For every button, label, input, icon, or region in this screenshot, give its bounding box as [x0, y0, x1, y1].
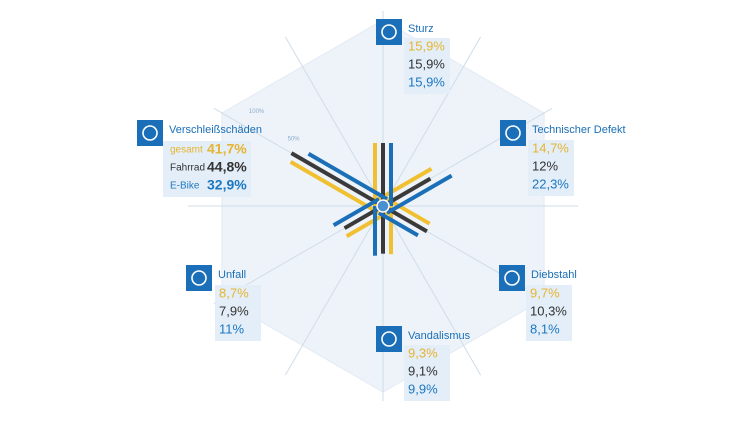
category-icon — [376, 19, 402, 45]
category-label: Vandalismus — [408, 330, 471, 342]
value-label: 10,3% — [530, 303, 567, 318]
category-icon — [186, 265, 212, 291]
value-label: 12% — [532, 158, 558, 173]
value-box — [215, 285, 261, 341]
value-label: 9,3% — [408, 345, 438, 360]
bar — [290, 151, 384, 208]
legend-entry: Fahrrad — [170, 163, 205, 174]
category-label: Sturz — [408, 23, 434, 35]
category-icon — [137, 120, 163, 146]
value-label: 8,7% — [219, 285, 249, 300]
bar — [385, 197, 431, 226]
icon-glyph — [504, 270, 520, 286]
category-label: Verschleißschäden — [169, 124, 262, 136]
value-label: 8,1% — [530, 321, 560, 336]
r-tick-label: 50% — [288, 137, 301, 143]
center-dot — [376, 199, 390, 213]
icon-glyph — [191, 270, 207, 286]
icon-glyph — [142, 125, 158, 141]
spoke — [284, 36, 384, 207]
value-label: 15,9% — [408, 74, 445, 89]
value-label: 32,9% — [207, 177, 247, 193]
value-label: 22,3% — [532, 176, 569, 191]
bar — [332, 197, 381, 228]
value-box — [404, 38, 450, 94]
legend-entry: E-Bike — [170, 181, 200, 192]
category-icon — [500, 120, 526, 146]
value-label: 9,9% — [408, 381, 438, 396]
legend-entry: gesamt — [170, 145, 203, 156]
icon-glyph — [381, 331, 397, 347]
bar — [385, 173, 453, 215]
value-label: 14,7% — [532, 140, 569, 155]
bar — [289, 160, 381, 215]
category-icon — [376, 326, 402, 352]
value-box — [528, 140, 574, 196]
value-label: 15,9% — [408, 38, 445, 53]
category-label: Technischer Defekt — [532, 124, 626, 136]
value-label: 7,9% — [219, 303, 249, 318]
bar — [378, 167, 433, 201]
category-label: Unfall — [218, 269, 246, 281]
spoke — [284, 205, 384, 376]
category-label: Diebstahl — [531, 269, 577, 281]
value-label: 11% — [219, 321, 244, 336]
icon-glyph — [505, 125, 521, 141]
value-label: 44,8% — [207, 159, 247, 175]
spoke — [382, 205, 482, 376]
bar — [345, 211, 388, 238]
category-icon — [499, 265, 525, 291]
bar — [307, 152, 388, 201]
value-box — [404, 345, 450, 401]
bar — [378, 211, 419, 238]
value-box — [163, 141, 251, 197]
value-box — [526, 285, 572, 341]
spoke — [382, 36, 482, 207]
value-label: 15,9% — [408, 56, 445, 71]
r-tick-label: 100% — [249, 109, 265, 115]
value-label: 9,7% — [530, 285, 560, 300]
value-label: 41,7% — [207, 141, 247, 157]
icon-glyph — [381, 24, 397, 40]
value-label: 9,1% — [408, 363, 438, 378]
